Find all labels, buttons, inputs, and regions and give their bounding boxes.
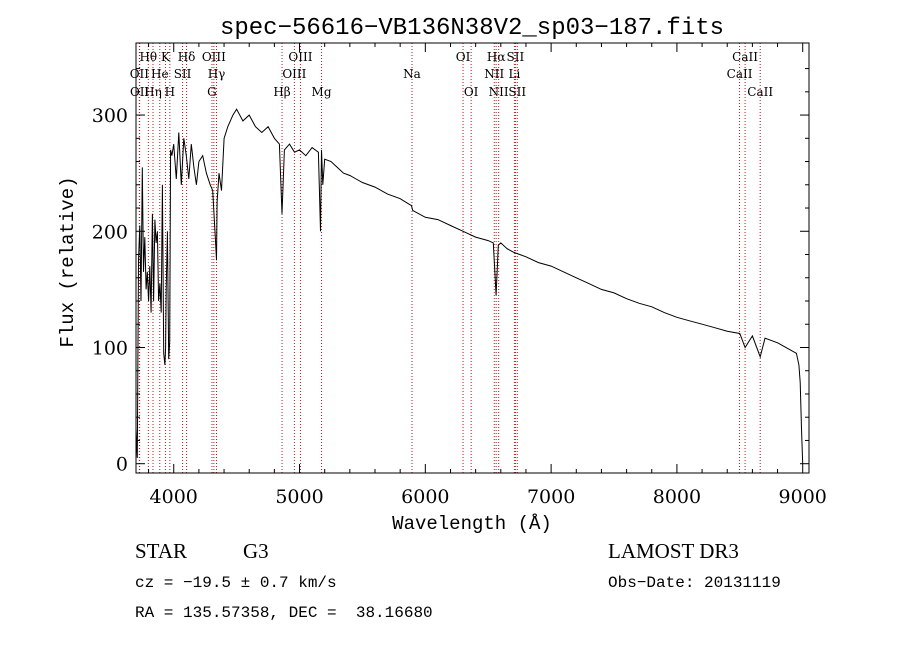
survey-label: LAMOST DR3 [608, 539, 739, 563]
marker-label-row3-2: H [165, 85, 175, 99]
redshift-text: cz = −19.5 ± 0.7 km/s [135, 574, 337, 592]
marker-label-row2-8: CaII [727, 67, 753, 81]
x-tick-label-2: 6000 [401, 486, 449, 508]
marker-label-row1-7: SII [507, 50, 525, 64]
marker-label-row3-6: OI [464, 85, 479, 99]
marker-label-row3-8: SII [508, 85, 526, 99]
y-axis-label: Flux (relative) [57, 176, 79, 347]
line-markers-group [138, 43, 761, 473]
y-tick-label-2: 200 [92, 221, 128, 243]
x-axis-label: Wavelength (Å) [392, 513, 552, 535]
marker-label-row3-9: CaII [747, 85, 773, 99]
marker-label-row3-4: Hβ [273, 85, 290, 99]
x-tick-label-1: 5000 [275, 486, 323, 508]
coordinates-text: RA = 135.57358, DEC = 38.16680 [135, 604, 433, 622]
marker-label-row3-5: Mg [312, 85, 332, 99]
marker-label-row2-1: He [151, 67, 169, 81]
marker-label-row1-3: OIII [202, 50, 226, 64]
axis-ticks-group: 4000 5000 6000 7000 8000 9000 0 100 200 300 [92, 43, 827, 508]
flux-line [135, 108, 804, 464]
y-tick-label-1: 100 [92, 337, 128, 359]
object-subclass: G3 [243, 539, 269, 563]
marker-label-row2-5: Na [403, 67, 421, 81]
marker-label-row2-6: NII [484, 67, 504, 81]
marker-label-row2-2: SII [174, 67, 192, 81]
marker-label-row2-7: Li [508, 67, 520, 81]
x-tick-label-4: 8000 [653, 486, 701, 508]
marker-label-row1-1: K [161, 50, 171, 64]
marker-label-row1-2: Hδ [178, 50, 196, 64]
y-tick-label-3: 300 [92, 105, 128, 127]
plot-frame [135, 42, 810, 474]
marker-label-row2-4: OIII [282, 67, 306, 81]
marker-label-row3-1: Hη [144, 85, 162, 99]
x-tick-label-0: 4000 [150, 486, 198, 508]
x-tick-label-5: 9000 [779, 486, 827, 508]
y-tick-label-0: 0 [116, 454, 128, 476]
obs-date-text: Obs−Date: 20131119 [608, 574, 781, 592]
marker-label-row1-0: Hθ [139, 50, 157, 64]
object-class: STAR [135, 539, 187, 563]
marker-label-row3-7: NII [489, 85, 509, 99]
marker-label-row1-5: OI [456, 50, 471, 64]
x-tick-label-3: 7000 [527, 486, 575, 508]
marker-label-row1-8: CaII [732, 50, 758, 64]
chart-title: spec−56616−VB136N38V2_sp03−187.fits [220, 15, 724, 42]
marker-label-row1-4: OIII [288, 50, 312, 64]
marker-label-row2-3: Hγ [208, 67, 226, 81]
marker-label-row1-6: Hα [487, 50, 506, 64]
marker-label-row2-0: OII [130, 67, 150, 81]
marker-label-row3-3: G [207, 85, 217, 99]
